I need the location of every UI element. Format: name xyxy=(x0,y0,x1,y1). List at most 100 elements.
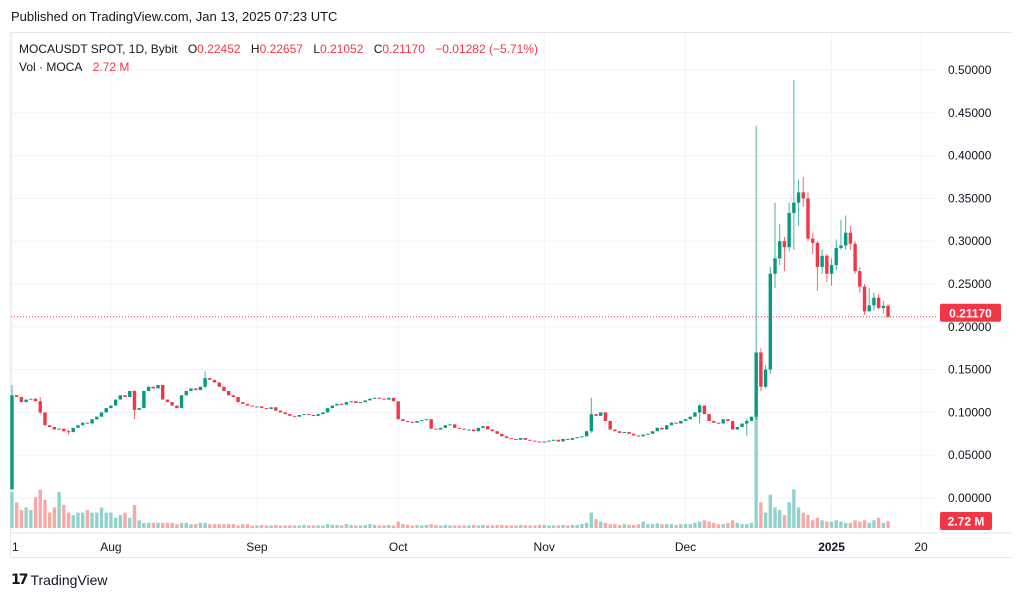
time-tick-label: Sep xyxy=(246,540,268,554)
volume-bar xyxy=(443,524,448,528)
candle-body xyxy=(509,438,513,440)
volume-bar xyxy=(792,489,796,528)
time-tick-label: Nov xyxy=(534,540,555,554)
candle-body xyxy=(551,439,556,441)
volume-bar xyxy=(702,520,707,528)
volume-bar xyxy=(556,525,561,528)
volume-bar xyxy=(537,524,542,528)
volume-bar xyxy=(660,524,664,528)
candle-body xyxy=(420,420,424,422)
volume-bar xyxy=(382,525,386,528)
volume-bar xyxy=(325,524,330,528)
volume-bar xyxy=(43,499,47,528)
volume-bar xyxy=(358,525,363,528)
volume-bar xyxy=(599,521,603,528)
volume-bar xyxy=(203,522,207,528)
price-tick-label: 0.45000 xyxy=(948,106,992,120)
candle-body xyxy=(608,420,612,430)
candle-body xyxy=(462,428,466,430)
candle-body xyxy=(721,419,725,424)
candle-body xyxy=(434,428,438,430)
candle-body xyxy=(377,397,382,399)
candle-body xyxy=(113,399,118,406)
volume-bar xyxy=(396,521,400,528)
volume-bar xyxy=(542,524,546,528)
volume-bar xyxy=(509,525,513,528)
volume-bar xyxy=(716,524,721,528)
tradingview-logo[interactable]: 17 TradingView xyxy=(11,572,108,588)
candle-body xyxy=(843,232,848,246)
volume-bar xyxy=(815,517,820,528)
time-tick-label: Aug xyxy=(100,540,121,554)
volume-bar xyxy=(490,525,495,528)
candle-body xyxy=(669,422,674,426)
price-tick-label: 0.15000 xyxy=(948,363,992,377)
candle-body xyxy=(697,405,702,413)
candle-body xyxy=(763,369,768,387)
volume-bar xyxy=(683,524,688,528)
candle-body xyxy=(184,391,188,396)
candle-body xyxy=(165,399,170,403)
volume-bar xyxy=(829,521,834,528)
time-tick-label: 20 xyxy=(914,540,928,554)
candle-body xyxy=(146,386,151,391)
volume-bar xyxy=(528,525,532,528)
volume-bar xyxy=(467,525,471,528)
volume-bar xyxy=(29,510,33,528)
time-tick-label: Dec xyxy=(675,540,696,554)
volume-bar xyxy=(307,525,311,528)
candle-body xyxy=(796,192,801,203)
volume-bar xyxy=(862,520,867,528)
candle-body xyxy=(226,391,231,396)
high-value: 0.22657 xyxy=(259,42,303,56)
volume-bar xyxy=(311,525,316,528)
volume-bar xyxy=(584,522,589,528)
volume-bar xyxy=(641,521,645,528)
candle-body xyxy=(773,258,777,274)
candle-body xyxy=(599,412,603,416)
candle-body xyxy=(702,405,707,415)
volume-bar xyxy=(241,524,245,528)
volume-bar xyxy=(231,524,236,528)
volume-bar xyxy=(730,520,735,528)
candle-body xyxy=(712,420,716,423)
volume-bar xyxy=(622,524,626,528)
candle-body xyxy=(792,202,796,213)
candle-body xyxy=(867,305,871,312)
candle-body xyxy=(660,427,664,430)
candle-body xyxy=(161,385,165,400)
candle-body xyxy=(825,255,829,274)
volume-bar xyxy=(208,524,212,528)
volume-bar xyxy=(377,525,382,528)
volume-bar xyxy=(820,520,824,528)
candle-body xyxy=(47,425,52,427)
candle-body xyxy=(561,438,565,442)
volume-bar xyxy=(632,524,636,528)
volume-bar xyxy=(655,523,659,528)
candle-body xyxy=(405,420,410,422)
last-price-label: 0.21170 xyxy=(949,306,992,320)
candle-body xyxy=(241,402,245,404)
candle-body xyxy=(415,420,419,423)
volume-label[interactable]: Vol · MOCA xyxy=(19,60,83,74)
volume-bar xyxy=(594,519,598,528)
symbol-label[interactable]: MOCAUSDT SPOT, 1D, Bybit xyxy=(19,42,178,56)
last-volume-badge xyxy=(940,512,992,530)
price-tick-label: 0.30000 xyxy=(948,234,992,248)
volume-bar xyxy=(603,522,608,528)
volume-bar xyxy=(10,492,14,528)
candle-body xyxy=(528,439,532,441)
volume-bar xyxy=(47,512,52,528)
volume-bar xyxy=(66,512,71,528)
candle-body xyxy=(156,385,160,389)
published-caption: Published on TradingView.com, Jan 13, 20… xyxy=(11,9,338,24)
candle-body xyxy=(307,414,311,416)
volume-bar xyxy=(650,524,655,528)
price-tick-label: 0.00000 xyxy=(948,491,992,505)
volume-bar xyxy=(693,522,697,528)
candle-body xyxy=(429,419,433,429)
volume-bar xyxy=(438,525,443,528)
volume-bar xyxy=(679,524,683,528)
candle-body xyxy=(886,305,890,317)
